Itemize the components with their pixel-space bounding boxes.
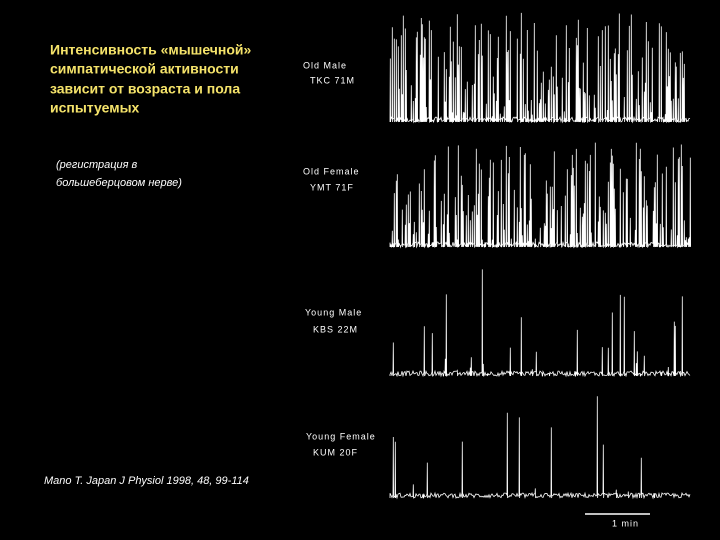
note-line: большеберцовом нерве) bbox=[56, 177, 182, 189]
trace-label: Old Male bbox=[303, 60, 347, 70]
title-line: Интенсивность «мышечной» bbox=[50, 42, 252, 58]
trace-code: YMT 71F bbox=[310, 182, 354, 192]
trace-code: KBS 22M bbox=[313, 324, 358, 334]
nerve-trace bbox=[389, 142, 691, 249]
title-line: симпатической активности bbox=[50, 61, 239, 77]
trace-code: KUM 20F bbox=[313, 447, 358, 457]
title-line: зависит от возраста и пола bbox=[50, 81, 240, 97]
title-line: испытуемых bbox=[50, 100, 140, 116]
trace-label: Young Male bbox=[305, 307, 362, 317]
scale-bar-label: 1 min bbox=[612, 518, 639, 528]
citation: Mano T. Japan J Physiol 1998, 48, 99-114 bbox=[44, 475, 249, 487]
nerve-trace bbox=[389, 269, 691, 378]
note-line: (регистрация в bbox=[56, 159, 138, 171]
nerve-trace bbox=[389, 396, 691, 500]
trace-code: TKC 71M bbox=[310, 75, 355, 85]
trace-label: Old Female bbox=[303, 166, 360, 176]
nerve-trace bbox=[389, 12, 691, 124]
trace-label: Young Female bbox=[306, 431, 376, 441]
